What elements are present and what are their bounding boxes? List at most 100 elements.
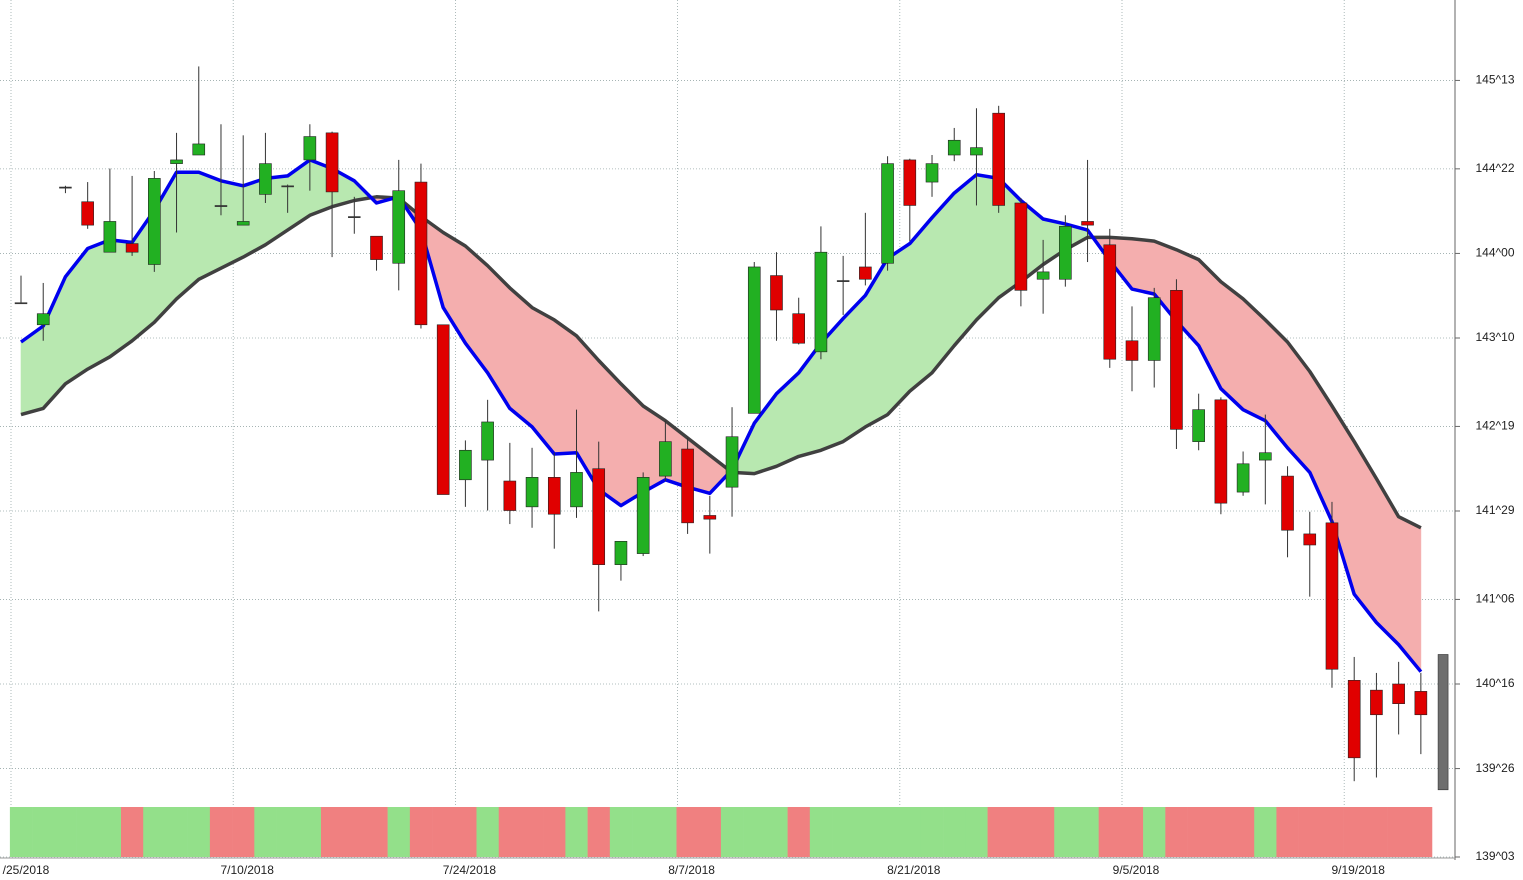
signal-cell	[476, 807, 500, 857]
signal-cell	[565, 807, 588, 857]
candle-body	[747, 266, 761, 414]
signal-cell	[365, 807, 388, 857]
signal-cell	[587, 807, 611, 857]
signal-cell	[898, 807, 922, 857]
signal-cell	[1143, 807, 1166, 857]
signal-cell	[1276, 807, 1299, 857]
candle-body	[1214, 399, 1228, 504]
candle-body	[681, 448, 694, 524]
signal-cell	[698, 807, 722, 857]
ma-fill	[931, 192, 955, 374]
candle-body	[303, 136, 317, 161]
signal-cell	[1009, 807, 1033, 857]
candle-body	[192, 143, 206, 156]
signal-cell	[409, 807, 433, 857]
signal-cell	[1209, 807, 1233, 857]
signal-cell	[1165, 807, 1188, 857]
signal-cell	[143, 807, 166, 857]
signal-cell	[854, 807, 877, 857]
candle-body	[614, 540, 628, 565]
x-tick-label: 8/7/2018	[668, 863, 715, 877]
signal-cell	[498, 807, 522, 857]
candle-body	[859, 266, 872, 280]
signal-cell	[432, 807, 455, 857]
candle-body	[148, 178, 161, 265]
y-tick-label: 145^13	[1476, 73, 1515, 87]
candle-body	[1059, 226, 1072, 280]
signal-cell	[32, 807, 55, 857]
candle-body	[947, 139, 961, 156]
signal-cell	[276, 807, 300, 857]
signal-cell	[876, 807, 899, 857]
signal-cell	[765, 807, 788, 857]
candle-body	[436, 324, 450, 495]
candle-body	[547, 477, 561, 515]
candle-body	[503, 480, 517, 511]
candle-body	[592, 468, 606, 565]
y-tick-label: 139^26	[1476, 761, 1515, 775]
signal-cell	[1298, 807, 1322, 857]
candle-body	[1192, 409, 1205, 442]
candle-body	[1347, 680, 1361, 759]
signal-cell	[98, 807, 122, 857]
signal-cell	[1365, 807, 1388, 857]
candle-body	[636, 477, 650, 554]
candle-body	[1170, 290, 1183, 430]
signal-cell	[54, 807, 77, 857]
y-tick-label: 140^16	[1476, 676, 1515, 690]
candle-body	[103, 221, 117, 253]
candle-body	[14, 302, 28, 305]
candle-body	[1281, 475, 1294, 531]
candle-body	[392, 190, 406, 264]
signal-cell	[1343, 807, 1366, 857]
signal-cell	[543, 807, 566, 857]
candle-body	[970, 147, 983, 156]
candle-body	[703, 515, 717, 520]
signal-cell	[320, 807, 344, 857]
signal-band	[9, 807, 1433, 857]
signal-cell	[609, 807, 633, 857]
candle-body	[1125, 340, 1139, 361]
candle-body	[881, 163, 894, 264]
candle-body	[925, 163, 939, 183]
candle-body	[59, 186, 72, 189]
candle-body	[992, 112, 1005, 206]
signal-cell	[676, 807, 700, 857]
candle-body	[1392, 683, 1405, 704]
candle-body	[1081, 221, 1094, 226]
signal-cell	[343, 807, 366, 857]
candle-body	[903, 159, 917, 206]
signal-cell	[632, 807, 655, 857]
ma-fill	[553, 319, 577, 455]
candles	[14, 66, 1449, 791]
ma-line	[19, 158, 1423, 673]
x-tick-label: 7/24/2018	[443, 863, 497, 877]
x-tick-label: 8/21/2018	[887, 863, 941, 877]
candle-body	[1014, 202, 1028, 291]
signal-cell	[1254, 807, 1277, 857]
signal-cell	[454, 807, 477, 857]
signal-cell	[120, 807, 144, 857]
y-tick-label: 144^22	[1476, 161, 1515, 175]
signal-cell	[1054, 807, 1077, 857]
candle-body	[1259, 452, 1272, 461]
signal-cell	[209, 807, 233, 857]
ma-fill	[953, 174, 977, 347]
ma-fill	[109, 239, 133, 358]
ma-fill	[1131, 238, 1155, 295]
candle-body	[214, 205, 228, 207]
candle-body	[481, 421, 494, 461]
candle-body	[1325, 522, 1339, 670]
candle-body	[792, 313, 806, 344]
y-tick-label: 143^10	[1476, 330, 1515, 344]
candle-body	[1147, 297, 1161, 361]
signal-cell	[520, 807, 544, 857]
signal-cell	[1320, 807, 1344, 857]
ma-fill	[909, 216, 933, 392]
candle-body	[236, 221, 250, 226]
candle-body	[1103, 244, 1117, 360]
candle-body	[414, 181, 428, 326]
